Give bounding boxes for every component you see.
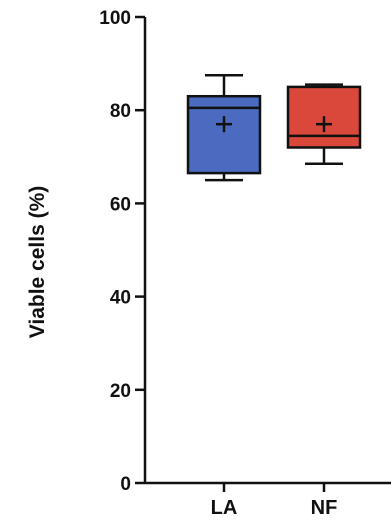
y-tick-label-40: 40 xyxy=(110,288,131,309)
axes: 0 20 40 60 80 100 LA NF xyxy=(99,8,391,519)
y-tick-label-0: 0 xyxy=(120,474,131,495)
y-tick-label-80: 80 xyxy=(110,101,131,122)
y-tick-label-60: 60 xyxy=(110,194,131,215)
x-tick-label-LA: LA xyxy=(211,497,238,519)
x-tick-label-NF: NF xyxy=(311,497,338,519)
box-LA xyxy=(186,74,262,182)
plot-marks xyxy=(186,74,362,182)
box-NF xyxy=(286,83,362,166)
y-axis-title: Viable cells (%) xyxy=(26,186,49,339)
y-tick-label-20: 20 xyxy=(110,381,131,402)
y-tick-label-100: 100 xyxy=(99,8,131,29)
